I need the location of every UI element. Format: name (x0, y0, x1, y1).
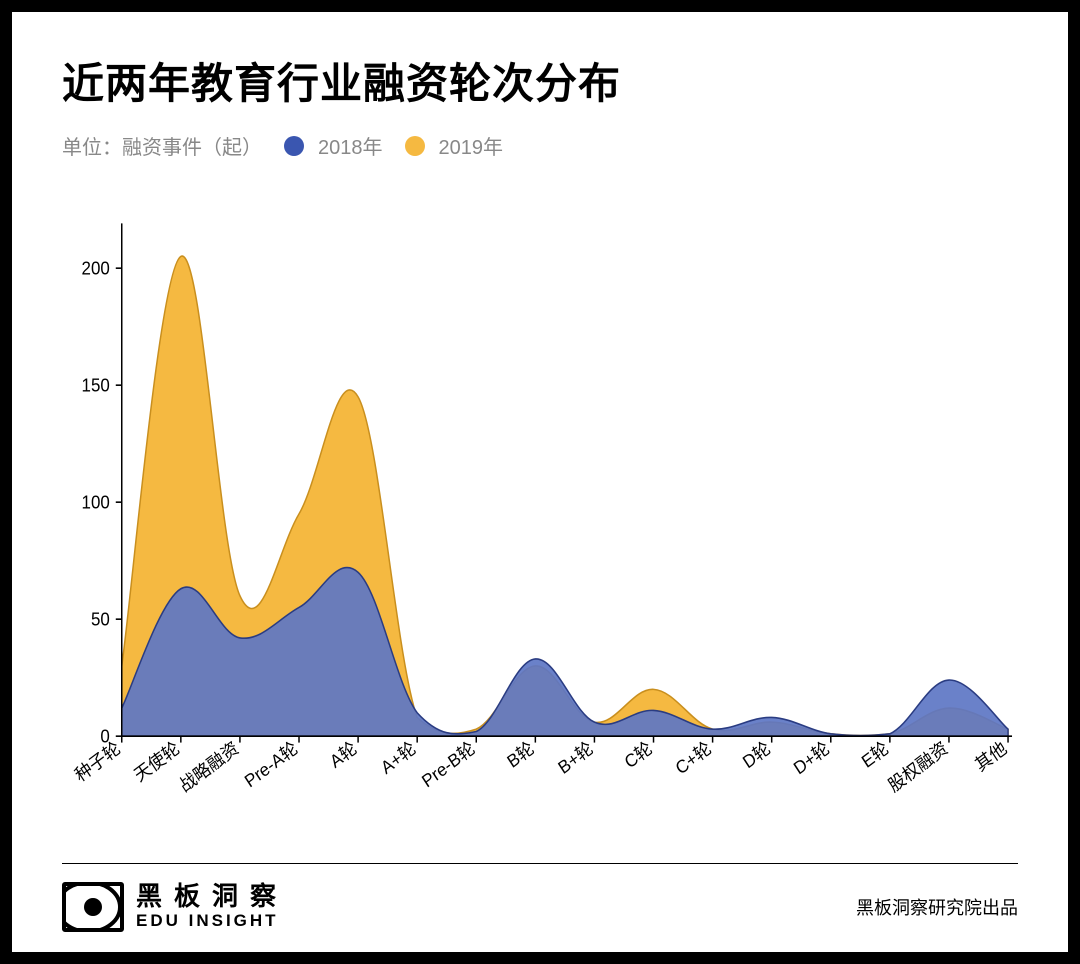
svg-text:D轮: D轮 (739, 738, 774, 773)
legend-dot-2018 (284, 136, 304, 156)
svg-text:E轮: E轮 (858, 738, 892, 772)
logo-text-cn: 黑板洞察 (136, 883, 288, 910)
footer-credit: 黑板洞察研究院出品 (856, 894, 1018, 920)
svg-text:股权融资: 股权融资 (885, 738, 952, 797)
chart-title: 近两年教育行业融资轮次分布 (62, 50, 1018, 111)
legend-dot-2019 (405, 136, 425, 156)
logo-block: 黑板洞察 EDU INSIGHT (62, 882, 288, 932)
svg-text:150: 150 (82, 375, 110, 396)
svg-text:C+轮: C+轮 (672, 738, 715, 779)
chart-frame: 近两年教育行业融资轮次分布 单位：融资事件（起） 2018年 2019年 050… (0, 0, 1080, 964)
unit-label: 单位：融资事件（起） (62, 131, 262, 160)
chart-area: 050100150200种子轮天使轮战略融资Pre-A轮A轮A+轮Pre-B轮B… (62, 170, 1018, 843)
legend-label-2018: 2018年 (318, 131, 383, 160)
svg-text:200: 200 (82, 258, 110, 279)
svg-text:其他: 其他 (971, 738, 1010, 776)
legend-label-2019: 2019年 (439, 131, 504, 160)
svg-text:Pre-A轮: Pre-A轮 (241, 738, 301, 792)
logo-text-en: EDU INSIGHT (136, 911, 288, 931)
svg-text:B轮: B轮 (503, 738, 537, 772)
svg-text:A轮: A轮 (326, 738, 360, 772)
area-chart-svg: 050100150200种子轮天使轮战略融资Pre-A轮A轮A+轮Pre-B轮B… (62, 170, 1018, 843)
svg-text:种子轮: 种子轮 (71, 738, 124, 786)
svg-text:D+轮: D+轮 (790, 738, 833, 779)
legend-row: 单位：融资事件（起） 2018年 2019年 (62, 131, 1018, 160)
svg-text:战略融资: 战略融资 (176, 738, 243, 797)
svg-text:B+轮: B+轮 (554, 738, 596, 778)
svg-text:C轮: C轮 (621, 738, 656, 773)
footer-divider (62, 863, 1018, 864)
svg-text:100: 100 (82, 492, 110, 513)
svg-text:Pre-B轮: Pre-B轮 (418, 738, 478, 792)
logo-icon (62, 882, 124, 932)
svg-text:50: 50 (91, 609, 110, 630)
footer: 黑板洞察 EDU INSIGHT 黑板洞察研究院出品 (62, 882, 1018, 932)
svg-text:A+轮: A+轮 (377, 738, 419, 778)
